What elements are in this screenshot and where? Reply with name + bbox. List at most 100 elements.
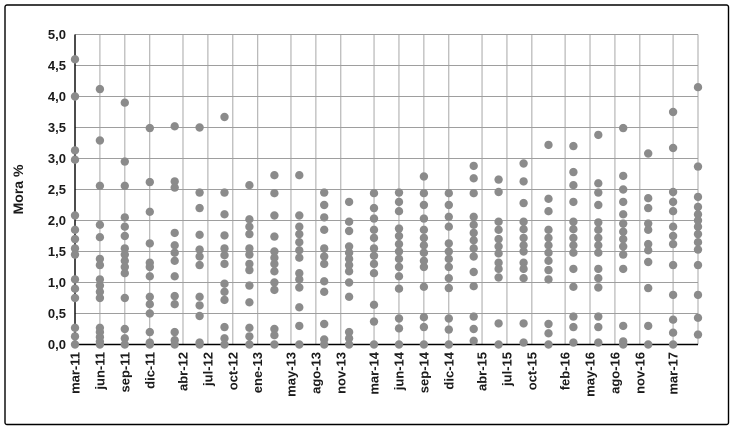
data-point bbox=[70, 92, 80, 101]
data-point bbox=[519, 241, 528, 250]
data-point bbox=[594, 218, 603, 227]
data-point bbox=[344, 217, 354, 226]
data-point bbox=[594, 233, 603, 243]
data-point bbox=[693, 238, 703, 247]
data-point bbox=[220, 188, 229, 197]
data-point bbox=[569, 233, 578, 243]
data-point bbox=[120, 262, 129, 272]
data-point bbox=[320, 340, 329, 349]
data-point bbox=[195, 123, 204, 132]
data-point bbox=[120, 250, 129, 259]
data-point bbox=[469, 228, 478, 238]
data-point bbox=[195, 245, 204, 254]
data-point bbox=[120, 222, 129, 231]
data-point bbox=[419, 248, 429, 257]
data-point bbox=[295, 340, 304, 349]
y-tick-label: 3,0 bbox=[48, 151, 66, 166]
y-tick-label: 2,5 bbox=[48, 182, 66, 197]
data-point bbox=[394, 247, 404, 256]
data-point bbox=[70, 234, 80, 244]
data-point bbox=[469, 212, 478, 221]
data-point bbox=[668, 107, 678, 117]
data-point bbox=[693, 260, 703, 270]
data-point bbox=[95, 260, 105, 270]
data-point bbox=[369, 203, 379, 213]
y-tick-label: 4,5 bbox=[48, 58, 66, 73]
y-tick-label: 0,5 bbox=[48, 306, 66, 321]
data-point bbox=[594, 312, 603, 321]
data-point bbox=[270, 267, 279, 276]
data-point bbox=[444, 340, 453, 349]
data-point bbox=[220, 287, 229, 296]
data-point bbox=[668, 328, 678, 337]
data-point bbox=[569, 241, 578, 250]
data-point bbox=[444, 239, 453, 248]
data-point bbox=[544, 265, 553, 275]
data-point bbox=[170, 291, 179, 301]
data-point bbox=[170, 327, 179, 337]
data-point bbox=[344, 278, 354, 287]
x-tick-label: ago-16 bbox=[607, 352, 622, 394]
y-tick-labels: 5,0 4,5 4,0 3,5 3,0 2,5 2,0 1,5 1,0 0,5 0,0 bbox=[48, 27, 66, 352]
data-point bbox=[394, 197, 404, 207]
data-point bbox=[220, 340, 229, 349]
data-point bbox=[644, 225, 653, 234]
data-point bbox=[120, 340, 129, 349]
data-point bbox=[295, 171, 304, 180]
data-point bbox=[245, 281, 254, 290]
data-point bbox=[444, 283, 453, 293]
data-point bbox=[444, 325, 453, 334]
x-tick-label: may-16 bbox=[583, 352, 598, 397]
data-point bbox=[519, 177, 528, 186]
data-point bbox=[245, 340, 254, 349]
data-point bbox=[220, 295, 229, 305]
data-point bbox=[469, 336, 478, 345]
data-point bbox=[70, 332, 80, 341]
data-point bbox=[469, 324, 478, 334]
data-point bbox=[220, 334, 229, 343]
data-point bbox=[569, 181, 578, 190]
data-point bbox=[419, 241, 429, 250]
data-point bbox=[344, 292, 354, 301]
data-point bbox=[220, 322, 229, 332]
data-point bbox=[344, 226, 354, 236]
data-point bbox=[544, 256, 553, 265]
data-point bbox=[519, 338, 528, 347]
data-point bbox=[594, 322, 603, 332]
x-tick-label: may-13 bbox=[284, 352, 299, 397]
data-point bbox=[170, 177, 179, 186]
y-tick-label: 0,0 bbox=[48, 337, 66, 352]
data-point bbox=[195, 340, 204, 349]
data-points bbox=[70, 55, 703, 349]
data-point bbox=[519, 264, 528, 274]
data-point bbox=[419, 313, 429, 322]
data-point bbox=[569, 248, 578, 257]
data-point bbox=[170, 248, 179, 257]
data-point bbox=[95, 136, 105, 145]
data-point bbox=[369, 259, 379, 269]
data-point bbox=[394, 231, 404, 241]
data-point bbox=[569, 197, 578, 207]
data-point bbox=[544, 329, 553, 338]
data-point bbox=[320, 200, 329, 210]
data-point bbox=[444, 274, 453, 283]
data-point bbox=[419, 262, 429, 272]
data-point bbox=[469, 161, 478, 171]
data-point bbox=[70, 155, 80, 164]
data-point bbox=[619, 197, 628, 207]
data-point bbox=[270, 232, 279, 241]
data-point bbox=[419, 200, 429, 210]
data-point bbox=[569, 225, 578, 234]
data-point bbox=[594, 241, 603, 250]
data-point bbox=[145, 177, 154, 187]
data-point bbox=[295, 303, 304, 312]
data-point bbox=[594, 188, 603, 197]
data-point bbox=[220, 112, 229, 122]
data-point bbox=[369, 317, 379, 326]
data-point bbox=[419, 233, 429, 243]
data-point bbox=[494, 234, 503, 244]
data-point bbox=[693, 216, 703, 225]
data-point bbox=[394, 340, 404, 349]
data-point bbox=[668, 231, 678, 241]
data-point bbox=[245, 323, 254, 332]
